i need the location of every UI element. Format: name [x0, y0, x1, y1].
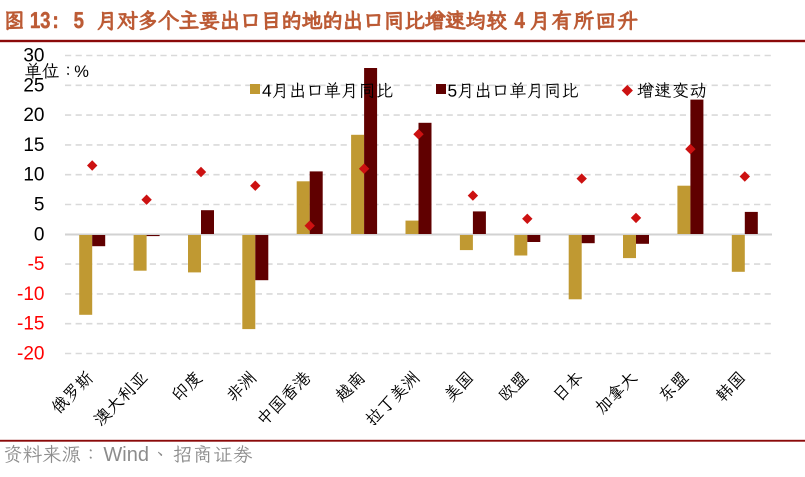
svg-text:5: 5 [34, 195, 45, 216]
svg-text:25: 25 [23, 75, 44, 96]
svg-text:-15: -15 [17, 314, 44, 335]
svg-text:30: 30 [23, 46, 44, 67]
svg-text:15: 15 [23, 135, 44, 156]
svg-text:-20: -20 [17, 344, 44, 365]
svg-text:0: 0 [34, 224, 45, 245]
svg-text:20: 20 [23, 105, 44, 126]
svg-text:10: 10 [23, 165, 44, 186]
svg-text:-10: -10 [17, 284, 44, 305]
svg-text:%: % [74, 63, 89, 81]
svg-text:Wind: Wind [103, 444, 149, 466]
svg-text:-5: -5 [28, 254, 45, 275]
